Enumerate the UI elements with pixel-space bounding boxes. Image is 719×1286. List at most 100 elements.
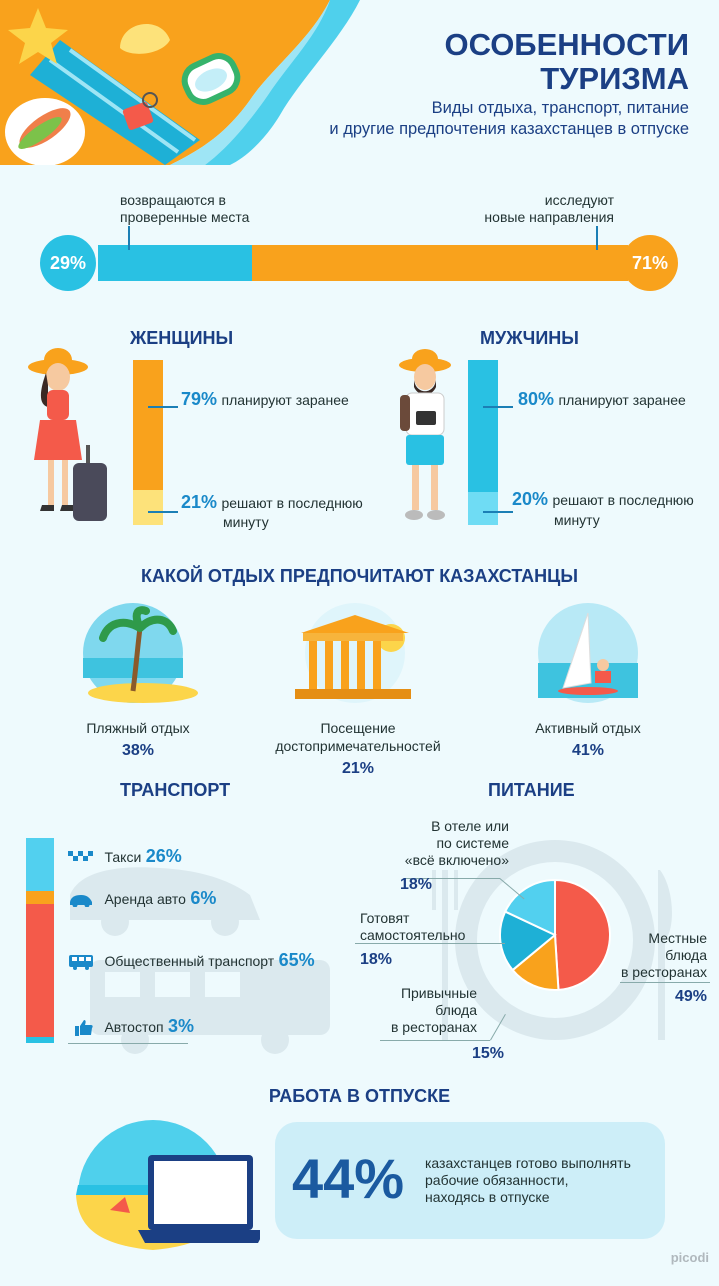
men-title: МУЖЧИНЫ bbox=[480, 328, 579, 348]
usual-label-line2: блюда bbox=[435, 1002, 477, 1018]
usual-label-line3: в ресторанах bbox=[390, 1019, 477, 1035]
women-plan-label: планируют заранее bbox=[221, 392, 349, 408]
thumb-up-icon bbox=[75, 1019, 93, 1036]
transport-bar-segment-1 bbox=[26, 891, 54, 904]
woman-traveler-illustration bbox=[28, 348, 107, 521]
women-last-tick bbox=[148, 511, 178, 513]
explore-pct-circle: 71% bbox=[622, 235, 678, 291]
women-last-label-line1: решают в последнюю bbox=[221, 495, 363, 511]
usual-label-line1: Привычные bbox=[400, 985, 477, 1001]
food-title: ПИТАНИЕ bbox=[488, 780, 575, 800]
women-plan-pct: 79% bbox=[181, 389, 218, 409]
women-last-bar-segment bbox=[133, 490, 163, 525]
women-plan-row: 79% планируют заранее bbox=[181, 389, 349, 410]
men-last-label-line2: минуту bbox=[554, 512, 600, 528]
explore-tick bbox=[596, 226, 598, 250]
beach-palm-icon bbox=[83, 603, 198, 703]
picodi-logo: picodi bbox=[671, 1250, 709, 1265]
work-text-line1: казахстанцев готово выполнять bbox=[425, 1155, 631, 1171]
hitchhike-label: Автостоп bbox=[104, 1019, 164, 1035]
public-transport-pct: 65% bbox=[278, 950, 315, 970]
hotel-label-line1: В отеле или bbox=[431, 818, 509, 834]
transport-baseline bbox=[68, 1043, 188, 1044]
local-pct: 49% bbox=[674, 988, 707, 1005]
local-label-line1: Местные bbox=[648, 930, 707, 946]
women-last-row: 21% решают в последнюю bbox=[181, 492, 363, 513]
food-pie-slice-1 bbox=[511, 932, 560, 991]
explore-label-line2: новые направления bbox=[484, 209, 614, 225]
sightseeing-label-line1: Посещение bbox=[320, 720, 396, 736]
women-stacked-bar bbox=[133, 360, 163, 525]
food-pie-slice-2 bbox=[499, 910, 557, 972]
women-plan-bar-segment bbox=[133, 360, 163, 491]
men-last-label-line1: решают в последнюю bbox=[552, 492, 694, 508]
beach-pct: 38% bbox=[121, 742, 155, 759]
self-label-line1: Готовят bbox=[360, 910, 410, 926]
men-plan-tick bbox=[483, 406, 513, 408]
vehicles-background-illustration bbox=[70, 867, 330, 1054]
transport-bar-segment-2 bbox=[26, 903, 54, 1037]
header-banner bbox=[0, 0, 719, 165]
local-label-line3: в ресторанах bbox=[620, 964, 707, 980]
women-title: ЖЕНЩИНЫ bbox=[130, 328, 234, 348]
transport-bar-segment-0 bbox=[26, 838, 54, 892]
hotel-pct: 18% bbox=[400, 876, 433, 893]
leisure-title: КАКОЙ ОТДЫХ ПРЕДПОЧИТАЮТ КАЗАХСТАНЦЫ bbox=[141, 566, 578, 586]
car-rental-pct: 6% bbox=[190, 888, 217, 908]
page-title-line1: ОСОБЕННОСТИ bbox=[444, 27, 689, 62]
men-plan-label: планируют заранее bbox=[558, 392, 686, 408]
destination-bar-right bbox=[251, 245, 628, 281]
men-last-bar-segment bbox=[468, 492, 498, 525]
women-last-label-line2: минуту bbox=[223, 514, 269, 530]
active-pct: 41% bbox=[571, 742, 605, 759]
self-label-line2: самостоятельно bbox=[360, 927, 466, 943]
laptop-beach-illustration bbox=[76, 1120, 260, 1250]
work-text-line2: рабочие обязанности, bbox=[425, 1172, 569, 1188]
hotel-leader-line bbox=[405, 878, 500, 879]
landmark-temple-icon bbox=[295, 603, 411, 703]
men-last-tick bbox=[483, 511, 513, 513]
hotel-label-line2: по системе bbox=[436, 835, 509, 851]
taxi-label: Такси bbox=[104, 849, 142, 865]
active-label: Активный отдых bbox=[535, 720, 641, 736]
local-label-line2: блюда bbox=[665, 947, 707, 963]
transport-row-hitchhike: Автостоп 3% bbox=[74, 1016, 194, 1037]
transport-bar-segment-3 bbox=[26, 1036, 54, 1043]
men-last-pct: 20% bbox=[512, 489, 549, 509]
subtitle-line2: и другие предпочтения казахстанцев в отп… bbox=[329, 120, 689, 138]
men-last-row: 20% решают в последнюю bbox=[512, 489, 694, 510]
work-pct: 44% bbox=[292, 1147, 405, 1210]
men-stacked-bar bbox=[468, 360, 498, 525]
taxi-icon bbox=[68, 850, 93, 861]
hotel-label-line3: «всё включено» bbox=[404, 852, 509, 868]
local-leader-line bbox=[620, 982, 710, 983]
car-icon bbox=[70, 894, 92, 907]
work-text-line3: находясь в отпуске bbox=[425, 1189, 550, 1205]
destination-bar bbox=[98, 245, 628, 281]
food-pie-chart bbox=[499, 878, 611, 991]
women-plan-tick bbox=[148, 406, 178, 408]
food-pie-slice-0 bbox=[554, 878, 611, 991]
returning-tick bbox=[128, 226, 130, 250]
men-plan-row: 80% планируют заранее bbox=[518, 389, 686, 410]
bus-icon bbox=[69, 954, 93, 970]
picodi-logo-text: picodi bbox=[670, 1250, 709, 1265]
transport-stacked-bar bbox=[26, 838, 54, 1043]
returning-pct-circle: 29% bbox=[40, 235, 96, 291]
sightseeing-pct: 21% bbox=[341, 760, 375, 777]
transport-row-taxi: Такси 26% bbox=[68, 846, 182, 867]
subtitle-line1: Виды отдыха, транспорт, питание bbox=[431, 99, 689, 117]
hitchhike-pct: 3% bbox=[168, 1016, 195, 1036]
taxi-pct: 26% bbox=[145, 846, 182, 866]
page-title-line2: ТУРИЗМА bbox=[540, 61, 689, 96]
man-traveler-illustration bbox=[399, 349, 451, 520]
women-last-pct: 21% bbox=[181, 492, 218, 512]
explore-label-line1: исследуют bbox=[544, 192, 614, 208]
beach-label: Пляжный отдых bbox=[86, 720, 190, 736]
windsurfing-icon bbox=[538, 603, 638, 703]
men-plan-bar-segment bbox=[468, 360, 498, 492]
returning-label-line1: возвращаются в bbox=[120, 192, 226, 208]
transport-row-car-rental: Аренда авто 6% bbox=[68, 888, 216, 909]
work-stat-card bbox=[275, 1122, 665, 1239]
men-plan-pct: 80% bbox=[518, 389, 555, 409]
